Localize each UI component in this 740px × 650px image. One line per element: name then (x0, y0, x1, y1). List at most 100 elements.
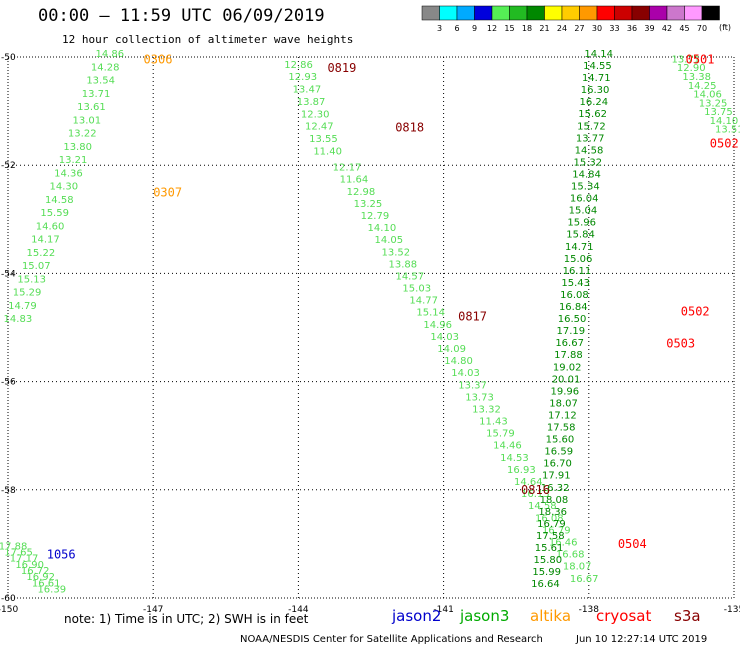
legend-box (649, 5, 668, 21)
wave-height-value: 14.36 (54, 168, 83, 179)
wave-height-value: 16.24 (580, 97, 609, 108)
legend-box (666, 5, 685, 21)
wave-height-value: 16.59 (544, 447, 573, 458)
wave-height-value: 14.64 (514, 477, 543, 488)
wave-height-value: 15.60 (546, 435, 575, 446)
wave-height-value: 13.47 (293, 85, 322, 96)
pass-time-label: 0504 (618, 537, 647, 551)
wave-height-value: 14.86 (96, 49, 125, 60)
wave-height-value: 15.79 (486, 429, 515, 440)
legend-box (509, 5, 528, 21)
wave-height-value: 15.96 (567, 218, 596, 229)
wave-height-value: 14.77 (409, 296, 438, 307)
wave-height-value: 17.58 (547, 423, 576, 434)
wave-height-value: 13.71 (82, 89, 111, 100)
wave-height-value: 18.07 (549, 398, 578, 409)
wave-height-value: 13.75 (704, 107, 733, 118)
wave-height-value: 11.43 (479, 417, 508, 428)
pass-time-label: 0503 (666, 337, 695, 351)
wave-height-value: 15.29 (13, 288, 42, 299)
wave-height-value: 13.51 (715, 125, 740, 136)
wave-height-value: 16.70 (543, 459, 572, 470)
wave-height-value: 16.67 (555, 338, 584, 349)
sat-label-jason2: jason2 (392, 607, 442, 625)
pass-time-label: 0501 (686, 53, 715, 67)
wave-height-value: 11.64 (340, 175, 369, 186)
wave-height-value: 15.59 (40, 208, 69, 219)
lon-tick-label: -138 (579, 605, 600, 615)
chart-subtitle: 12 hour collection of altimeter wave hei… (62, 33, 354, 46)
wave-height-value: 14.03 (451, 368, 480, 379)
chart-title: 00:00 – 11:59 UTC 06/09/2019 (38, 6, 325, 26)
wave-height-value: 14.30 (50, 182, 79, 193)
legend-box (561, 5, 580, 21)
wave-height-value: 16.79 (542, 525, 571, 536)
legend-tick-label: 3 (437, 24, 442, 33)
wave-height-value: 11.40 (313, 146, 342, 157)
wave-height-value: 16.08 (535, 513, 564, 524)
wave-height-value: 13.88 (388, 259, 417, 270)
wave-height-value: 12.79 (361, 211, 390, 222)
wave-height-value: 14.03 (430, 332, 459, 343)
wave-height-value: 15.32 (573, 157, 602, 168)
lat-tick-label: -56 (1, 378, 16, 388)
wave-height-value: 18.08 (540, 495, 569, 506)
credit-line: NOAA/NESDIS Center for Satellite Applica… (240, 634, 543, 645)
wave-height-value: 13.25 (354, 199, 383, 210)
wave-height-value: 14.28 (91, 62, 120, 73)
wave-height-value: 13.38 (682, 72, 711, 83)
wave-height-value: 14.60 (36, 221, 65, 232)
wave-height-value: 15.84 (566, 230, 595, 241)
wave-height-value: 14.46 (493, 441, 522, 452)
wave-height-value: 13.71 (671, 54, 700, 65)
wave-height-value: 15.04 (569, 206, 598, 217)
map-frame (7, 56, 735, 599)
wave-height-value: 15.22 (27, 248, 56, 259)
lat-tick-label: -58 (1, 486, 16, 496)
sat-label-s3a: s3a (674, 607, 701, 625)
wave-height-value: 14.96 (423, 320, 452, 331)
legend-box (579, 5, 598, 21)
wave-height-value: 15.14 (416, 308, 445, 319)
wave-height-value: 14.57 (395, 271, 424, 282)
wave-height-value: 14.71 (582, 73, 611, 84)
wave-height-value: 12.17 (333, 163, 362, 174)
wave-height-value: 17.12 (548, 410, 577, 421)
wave-height-value: 14.80 (444, 356, 473, 367)
pass-time-label: 0306 (144, 53, 173, 67)
wave-height-value: 13.37 (458, 380, 487, 391)
wave-height-value: 15.34 (571, 182, 600, 193)
wave-height-value: 16.92 (26, 572, 55, 583)
pass-time-label: 0502 (681, 304, 710, 318)
wave-height-value: 14.58 (575, 145, 604, 156)
legend-tick-label: 33 (609, 24, 619, 33)
timestamp: Jun 10 12:27:14 UTC 2019 (576, 634, 708, 645)
legend-box (614, 5, 633, 21)
legend-box (439, 5, 458, 21)
legend-box (474, 5, 493, 21)
legend-tick-label: 70 (697, 24, 707, 33)
pass-time-label: 1056 (47, 548, 76, 562)
legend-tick-label: 30 (592, 24, 602, 33)
wave-height-value: 17.17 (10, 554, 39, 565)
wave-height-value: 14.71 (565, 242, 594, 253)
wave-height-value: 17.58 (536, 531, 565, 542)
wave-height-value: 15.13 (17, 274, 46, 285)
wave-height-value: 15.72 (577, 121, 606, 132)
lat-tick-label: -60 (1, 594, 16, 604)
wave-height-value: 14.14 (584, 49, 613, 60)
wave-height-value: 14.53 (500, 453, 529, 464)
wave-height-value: 14.25 (688, 81, 717, 92)
wave-height-value: 16.46 (549, 537, 578, 548)
sat-label-jason3: jason3 (460, 607, 510, 625)
pass-time-label: 0307 (153, 185, 182, 199)
legend-box (544, 5, 563, 21)
wave-height-value: 17.19 (557, 326, 586, 337)
legend-tick-label: 18 (522, 24, 532, 33)
wave-height-value: 12.47 (305, 122, 334, 133)
wave-height-value: 14.55 (583, 61, 612, 72)
wave-height-value: 15.80 (534, 555, 563, 566)
pass-time-label: 0818 (395, 120, 424, 134)
wave-height-value: 13.22 (68, 129, 97, 140)
lon-tick-label: -141 (433, 605, 453, 615)
